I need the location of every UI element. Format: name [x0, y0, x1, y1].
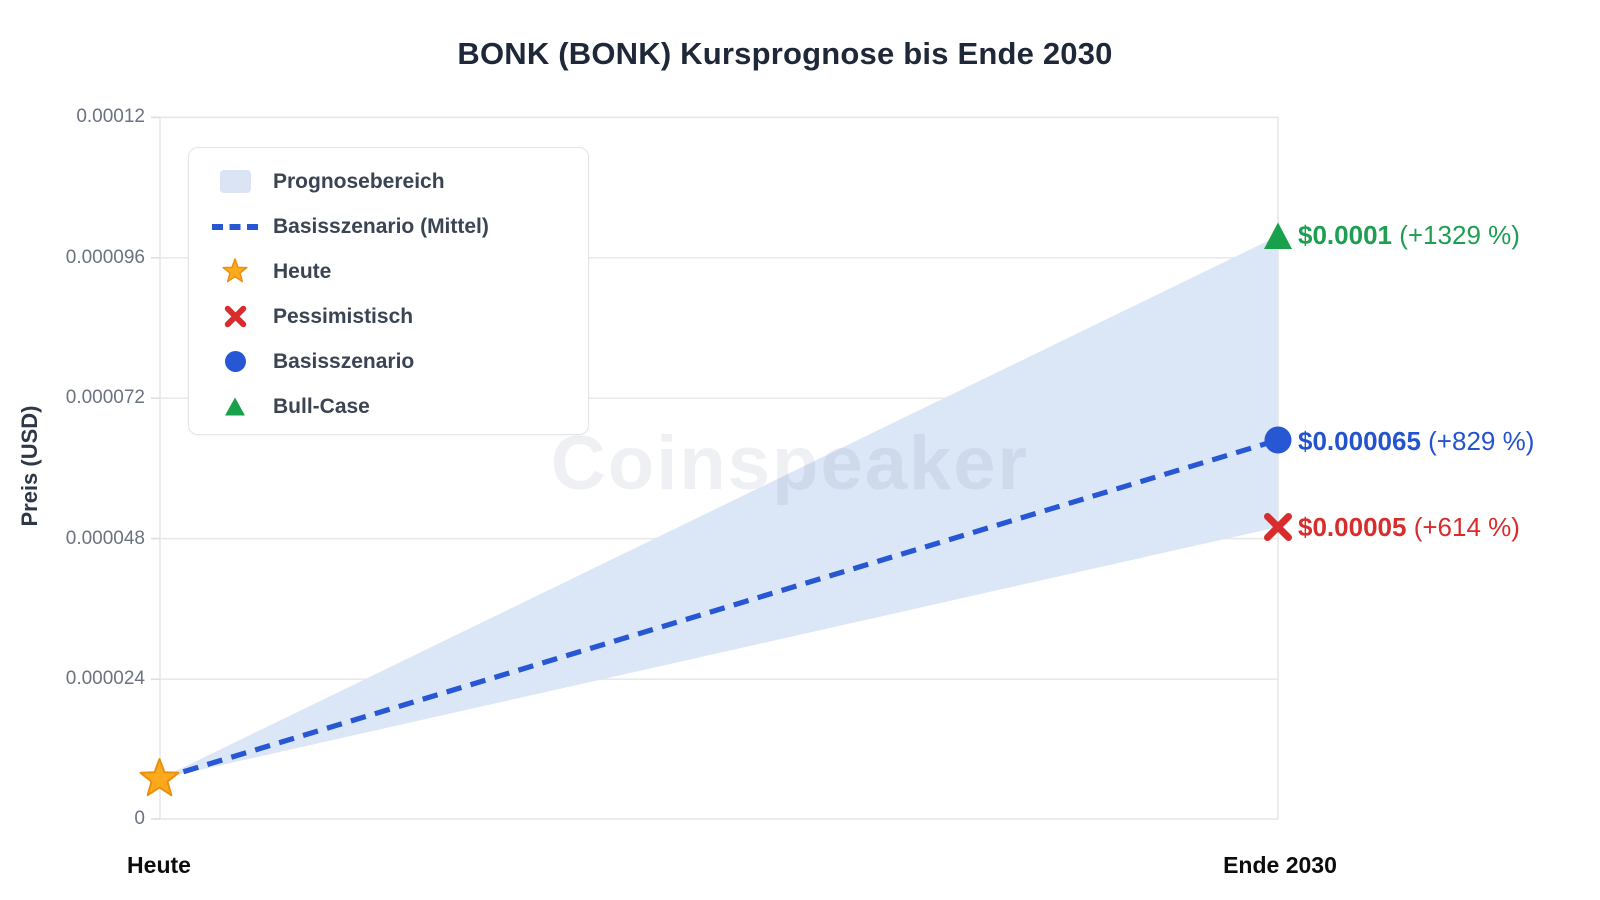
legend-item-pessimistisch[interactable]: Pessimistisch: [211, 294, 588, 339]
legend-item-basisszenario-mittel[interactable]: Basisszenario (Mittel): [211, 204, 588, 249]
forecast-range-swatch-icon: [211, 170, 259, 193]
y-tick-label: 0.000048: [65, 528, 145, 549]
axis-tick-marks: [151, 116, 160, 820]
pessimistic-x-marker: [1264, 513, 1292, 541]
legend-item-label: Pessimistisch: [273, 304, 414, 328]
circle-icon: [211, 351, 259, 372]
pessimistic-change-pct: (+614 %): [1413, 512, 1520, 542]
legend-box: Prognosebereich Basisszenario (Mittel) H…: [188, 147, 589, 435]
legend-item-prognosebereich[interactable]: Prognosebereich: [211, 159, 588, 204]
legend-item-basisszenario[interactable]: Basisszenario: [211, 339, 588, 384]
y-tick-label: 0.000072: [65, 387, 145, 408]
today-star-marker: [139, 758, 180, 797]
x-tick-label-ende-2030: Ende 2030: [1223, 852, 1337, 878]
legend-item-label: Heute: [273, 259, 332, 283]
star-icon: [211, 258, 259, 285]
legend-item-heute[interactable]: Heute: [211, 249, 588, 294]
base-scenario-change-pct: (+829 %): [1428, 426, 1535, 456]
forecast-band: [159, 236, 1278, 779]
legend-item-label: Prognosebereich: [273, 169, 445, 193]
base-scenario-annotation: $0.000065 (+829 %): [1298, 424, 1534, 458]
triangle-icon: [211, 396, 259, 417]
legend-item-label: Basisszenario (Mittel): [273, 214, 489, 238]
legend-item-label: Basisszenario: [273, 349, 415, 373]
y-tick-label: 0.00012: [76, 106, 145, 127]
base-scenario-line: [158, 437, 1279, 782]
bull-case-triangle-marker: [1264, 222, 1292, 249]
bull-case-change-pct: (+1329 %): [1399, 220, 1520, 250]
base-scenario-price: $0.000065: [1298, 426, 1421, 456]
y-tick-label: 0.000096: [65, 247, 145, 268]
y-tick-label: 0: [134, 808, 145, 829]
x-tick-label-heute: Heute: [127, 852, 191, 878]
y-tick-label: 0.000024: [65, 668, 145, 689]
legend-item-bull-case[interactable]: Bull-Case: [211, 384, 588, 429]
bull-case-annotation: $0.0001 (+1329 %): [1298, 218, 1520, 252]
base-scenario-circle-marker: [1264, 426, 1292, 454]
pessimistic-annotation: $0.00005 (+614 %): [1298, 510, 1520, 544]
dashed-line-icon: [211, 223, 259, 231]
pessimistic-price: $0.00005: [1298, 512, 1407, 542]
chart-title: BONK (BONK) Kursprognose bis Ende 2030: [457, 36, 1113, 71]
x-cross-icon: [211, 304, 259, 329]
bull-case-price: $0.0001: [1298, 220, 1392, 250]
legend-item-label: Bull-Case: [273, 394, 370, 418]
